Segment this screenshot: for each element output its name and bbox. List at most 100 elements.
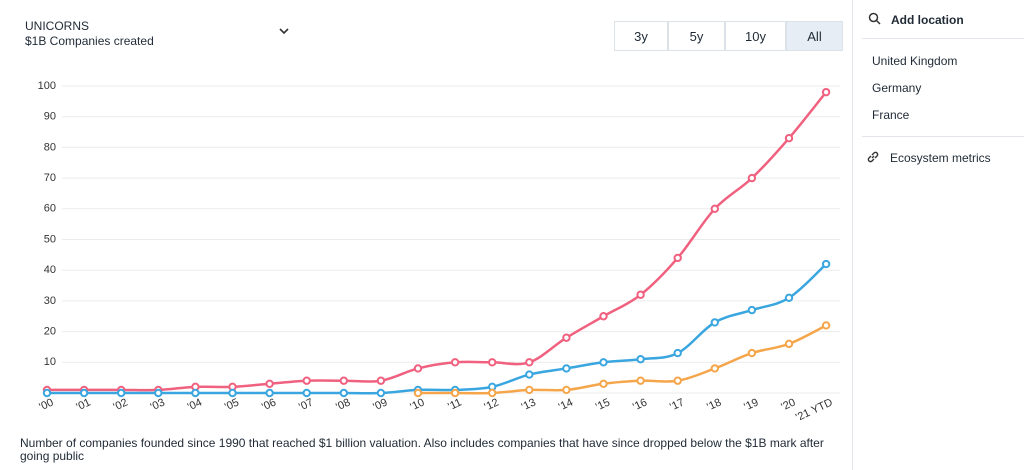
data-point	[784, 339, 794, 349]
data-point	[339, 388, 348, 398]
data-point	[599, 379, 608, 388]
search-icon	[868, 12, 881, 25]
x-tick-label: '20	[779, 396, 797, 413]
data-point	[228, 388, 237, 398]
x-tick-label: '15	[594, 396, 612, 413]
data-point	[117, 388, 126, 398]
x-tick-label: '05	[223, 396, 241, 413]
range-button[interactable]: 5y	[668, 21, 725, 51]
series-line	[418, 324, 827, 395]
add-location[interactable]: Add location	[891, 13, 964, 27]
x-tick-label: '11	[446, 396, 463, 413]
data-point	[488, 358, 497, 367]
data-point	[488, 388, 497, 398]
chart: -102030405060708090100'00'01'02'03'04'05…	[37, 80, 840, 424]
x-tick-label: '09	[371, 396, 389, 413]
y-tick-label: 70	[44, 172, 56, 184]
data-point	[710, 318, 719, 327]
data-point	[710, 204, 719, 214]
x-tick-label: '07	[297, 396, 315, 413]
data-point	[562, 333, 571, 342]
y-tick-label: 80	[44, 141, 56, 153]
x-tick-label: '10	[408, 396, 426, 413]
y-tick-label: 50	[44, 233, 56, 245]
data-point	[450, 358, 460, 367]
data-point	[265, 379, 274, 388]
data-point	[821, 321, 831, 330]
data-point	[747, 348, 757, 358]
data-point	[339, 376, 348, 385]
x-tick-label: '19	[742, 396, 760, 413]
y-tick-label: 10	[44, 356, 56, 368]
legend-entry[interactable]: France	[872, 108, 909, 122]
subtitle: $1B Companies created	[25, 34, 154, 48]
y-tick-label: 60	[44, 203, 56, 215]
link-icon	[867, 151, 879, 163]
legend-label: Germany	[872, 81, 922, 95]
data-point	[525, 358, 534, 367]
legend-entry[interactable]: United Kingdom	[872, 54, 957, 68]
data-point	[191, 388, 200, 398]
data-point	[413, 388, 423, 398]
x-tick-label: '17	[668, 396, 686, 413]
data-point	[673, 253, 682, 263]
data-point	[821, 259, 831, 269]
data-point	[599, 358, 608, 367]
data-point	[42, 388, 52, 398]
range-button[interactable]: 3y	[614, 21, 668, 51]
data-point	[636, 376, 645, 385]
legend-label: France	[872, 108, 910, 122]
x-tick-label: '16	[631, 396, 649, 413]
sidebar-separator	[862, 136, 1024, 137]
x-tick-label: '02	[112, 396, 130, 413]
data-point	[525, 370, 534, 379]
x-tick-label: '18	[705, 396, 723, 413]
data-point	[562, 385, 571, 395]
title: UNICORNS	[25, 19, 90, 33]
data-point	[784, 133, 794, 143]
legend-entry[interactable]: Germany	[872, 81, 921, 95]
data-point	[636, 355, 645, 364]
data-point	[302, 388, 311, 398]
data-point	[673, 376, 682, 385]
range-button[interactable]: 10y	[725, 21, 786, 51]
range-button[interactable]: All	[786, 21, 843, 51]
data-point	[636, 290, 645, 299]
sidebar-separator	[862, 38, 1024, 39]
data-point	[525, 385, 534, 395]
data-point	[450, 388, 460, 398]
sidebar-divider	[852, 0, 853, 470]
y-tick-label: 40	[44, 264, 56, 276]
data-point	[599, 312, 608, 321]
data-point	[784, 293, 794, 303]
data-point	[673, 348, 682, 358]
x-tick-label: '21 YTD	[794, 396, 835, 423]
data-point	[265, 388, 274, 398]
data-point	[747, 305, 757, 315]
data-point	[710, 364, 719, 373]
data-point	[79, 388, 89, 398]
x-tick-label: '13	[520, 396, 538, 413]
ecosystem-metrics[interactable]: Ecosystem metrics	[890, 151, 991, 165]
x-tick-label: '06	[260, 396, 278, 413]
x-tick-label: '04	[186, 396, 204, 413]
data-point	[562, 364, 571, 373]
footnote: Number of companies founded since 1990 t…	[20, 436, 824, 463]
x-tick-label: '08	[334, 396, 352, 413]
series-line	[47, 263, 827, 395]
x-tick-label: '12	[483, 396, 501, 413]
y-tick-label: 30	[44, 295, 56, 307]
data-point	[376, 388, 386, 398]
x-tick-label: '14	[557, 396, 575, 413]
legend-label: United Kingdom	[872, 54, 958, 68]
data-point	[154, 388, 163, 398]
x-tick-label: '03	[149, 396, 167, 413]
data-point	[747, 173, 757, 183]
y-tick-label: 100	[38, 80, 56, 92]
data-point	[302, 376, 311, 385]
data-point	[376, 376, 386, 385]
y-tick-label: 20	[44, 326, 56, 338]
x-tick-label: '01	[75, 396, 93, 413]
dropdown-chevron[interactable]	[278, 27, 290, 37]
x-tick-label: '00	[37, 396, 55, 413]
